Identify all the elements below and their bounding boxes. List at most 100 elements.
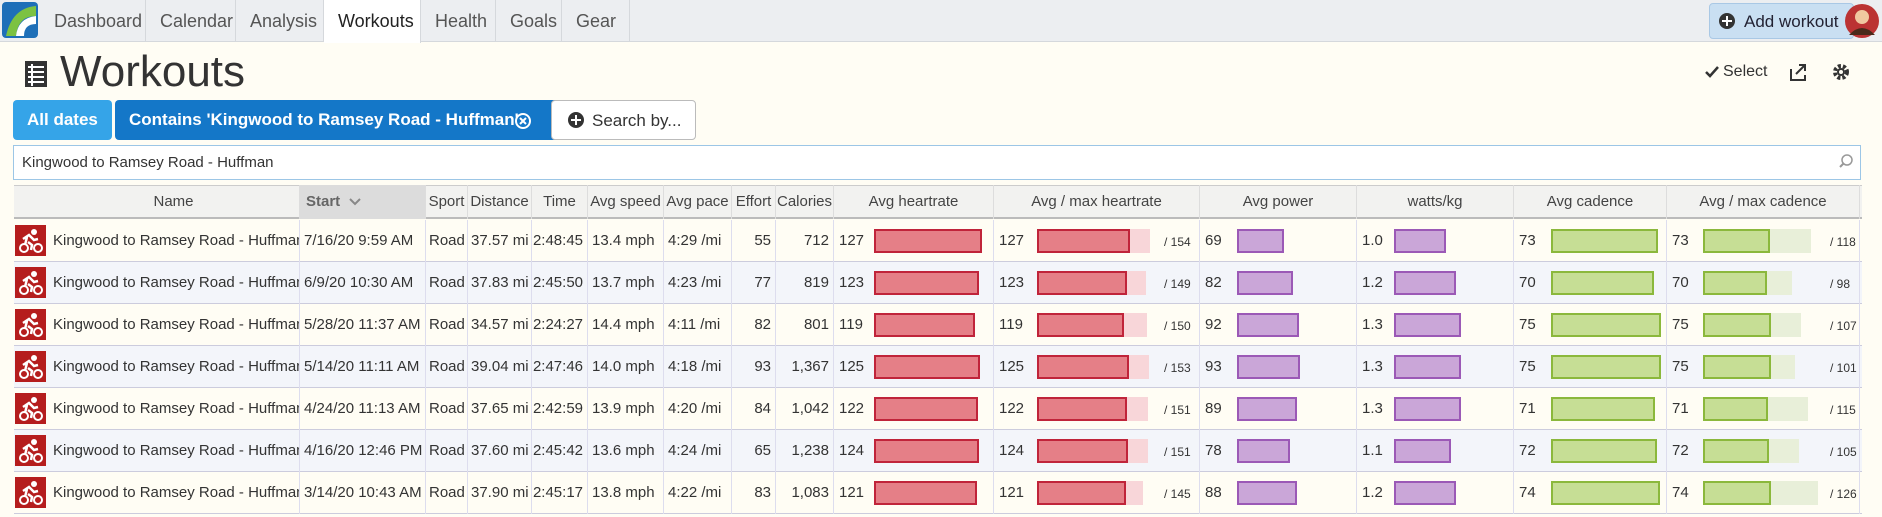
- column-header[interactable]: Avg speed: [588, 185, 664, 219]
- table-cell: 78: [1200, 430, 1357, 472]
- calories-text: 712: [803, 232, 829, 249]
- table-cell: 4:18 /mi: [664, 346, 732, 388]
- table-cell: Road: [426, 388, 468, 430]
- start-text: 5/28/20 11:37 AM: [304, 316, 421, 333]
- table-cell: 5/28/20 11:37 AM: [300, 304, 426, 346]
- hr-bar: [874, 481, 977, 505]
- nav-item[interactable]: Goals: [496, 0, 562, 42]
- name-text: Kingwood to Ramsey Road - Huffman: [53, 232, 300, 249]
- hr-text: 123: [999, 274, 1025, 291]
- search-input[interactable]: Kingwood to Ramsey Road - Huffman: [13, 145, 1861, 180]
- column-header[interactable]: Avg heartrate: [834, 185, 994, 219]
- cadence-bar: [1551, 271, 1654, 295]
- table-row[interactable]: Kingwood to Ramsey Road - Huffman 5/14/20…: [14, 346, 1862, 388]
- hr-bar: [874, 229, 982, 253]
- table-row[interactable]: Kingwood to Ramsey Road - Huffman 5/28/20…: [14, 304, 1862, 346]
- start-text: 7/16/20 9:59 AM: [304, 232, 414, 249]
- cadence-bar: [1551, 439, 1657, 463]
- cadence_max-text: / 105: [1830, 445, 1857, 459]
- wkg-bar: [1394, 355, 1461, 379]
- table-cell: 123: [834, 262, 994, 304]
- column-header[interactable]: Avg pace: [664, 185, 732, 219]
- table-cell: 1.3: [1357, 388, 1514, 430]
- cadence-text: 72: [1519, 442, 1536, 459]
- table-cell: 124 / 151: [994, 430, 1200, 472]
- add-workout-button[interactable]: Add workout: [1709, 3, 1854, 39]
- table-cell: 72 / 105: [1667, 430, 1860, 472]
- speed-text: 14.0 mph: [592, 358, 655, 375]
- select-button[interactable]: Select: [1723, 63, 1768, 80]
- cadence_max-text: / 98: [1830, 277, 1851, 291]
- settings-icon[interactable]: [1831, 62, 1851, 82]
- column-header[interactable]: Name: [48, 185, 300, 219]
- table-cell: 2:48:45: [532, 220, 588, 262]
- column-header[interactable]: Time: [532, 185, 588, 219]
- cadence-avg-bar: [1703, 313, 1772, 337]
- table-row[interactable]: Kingwood to Ramsey Road - Huffman 6/9/20 …: [14, 262, 1862, 304]
- nav-item[interactable]: Health: [421, 0, 496, 42]
- table-row[interactable]: Kingwood to Ramsey Road - Huffman 3/14/20…: [14, 472, 1862, 514]
- table-cell: 123 / 149: [994, 262, 1200, 304]
- table-cell: 122: [834, 388, 994, 430]
- table-cell: 71 / 115: [1667, 388, 1860, 430]
- column-header[interactable]: watts/kg: [1357, 185, 1514, 219]
- table-cell: 82: [1200, 262, 1357, 304]
- logo[interactable]: [2, 2, 38, 38]
- start-text: 3/14/20 10:43 AM: [304, 484, 422, 501]
- calories-text: 1,042: [791, 400, 829, 417]
- search-by-button[interactable]: Search by...: [551, 100, 697, 140]
- column-header[interactable]: Avg / max heartrate: [994, 185, 1200, 219]
- column-header[interactable]: Avg power: [1200, 185, 1357, 219]
- table-cell: 7/16/20 9:59 AM: [300, 220, 426, 262]
- nav-item[interactable]: Workouts: [324, 0, 421, 43]
- column-header[interactable]: Effort: [732, 185, 776, 219]
- table-cell: 6/9/20 10:30 AM: [300, 262, 426, 304]
- column-header[interactable]: Calories: [776, 185, 834, 219]
- table-cell: 13.8 mph: [588, 472, 664, 514]
- all-dates-filter[interactable]: All dates: [13, 100, 112, 140]
- remove-filter-icon[interactable]: [515, 113, 531, 129]
- column-header[interactable]: Start: [300, 185, 426, 219]
- table-row[interactable]: Kingwood to Ramsey Road - Huffman 4/24/20…: [14, 388, 1862, 430]
- table-cell: 34.57 mi: [468, 304, 532, 346]
- table-cell: 119 / 150: [994, 304, 1200, 346]
- column-header[interactable]: Avg cadence: [1514, 185, 1667, 219]
- column-header[interactable]: Sport: [426, 185, 468, 219]
- table-cell: 5/14/20 11:11 AM: [300, 346, 426, 388]
- table-cell: 72: [1514, 430, 1667, 472]
- table-cell: 89: [1200, 388, 1357, 430]
- column-header[interactable]: Distance: [468, 185, 532, 219]
- power-text: 78: [1205, 442, 1222, 459]
- power-text: 93: [1205, 358, 1222, 375]
- start-text: 6/9/20 10:30 AM: [304, 274, 414, 291]
- hr-avg-bar: [1037, 271, 1128, 295]
- speed-text: 13.8 mph: [592, 484, 655, 501]
- wkg-bar: [1394, 481, 1456, 505]
- hr-text: 121: [839, 484, 865, 501]
- hr-bar: [874, 313, 976, 337]
- nav-item[interactable]: Calendar: [146, 0, 236, 42]
- hr-text: 127: [999, 232, 1025, 249]
- cadence-avg-bar: [1703, 397, 1768, 421]
- table-cell: Kingwood to Ramsey Road - Huffman: [48, 346, 300, 388]
- contains-filter[interactable]: Contains 'Kingwood to Ramsey Road - Huff…: [115, 100, 559, 140]
- nav-item[interactable]: Analysis: [236, 0, 324, 42]
- table-row[interactable]: Kingwood to Ramsey Road - Huffman 4/16/20…: [14, 430, 1862, 472]
- cadence-text: 70: [1519, 274, 1536, 291]
- time-text: 2:24:27: [532, 316, 583, 333]
- table-row[interactable]: Kingwood to Ramsey Road - Huffman 7/16/20…: [14, 220, 1862, 262]
- avatar[interactable]: [1844, 3, 1880, 39]
- distance-text: 37.60 mi: [471, 442, 529, 459]
- name-text: Kingwood to Ramsey Road - Huffman: [53, 316, 300, 333]
- sport-text: Road: [429, 232, 465, 249]
- column-header[interactable]: Avg / max cadence: [1667, 185, 1860, 219]
- wkg-text: 1.1: [1362, 442, 1383, 459]
- distance-text: 39.04 mi: [471, 358, 529, 375]
- sport-text: Road: [429, 358, 465, 375]
- nav-item[interactable]: Gear: [562, 0, 630, 42]
- table-cell: 819: [776, 262, 834, 304]
- nav-item[interactable]: Dashboard: [40, 0, 146, 42]
- table-cell: 4:11 /mi: [664, 304, 732, 346]
- search-icon: [1839, 154, 1853, 168]
- export-icon[interactable]: [1788, 62, 1808, 82]
